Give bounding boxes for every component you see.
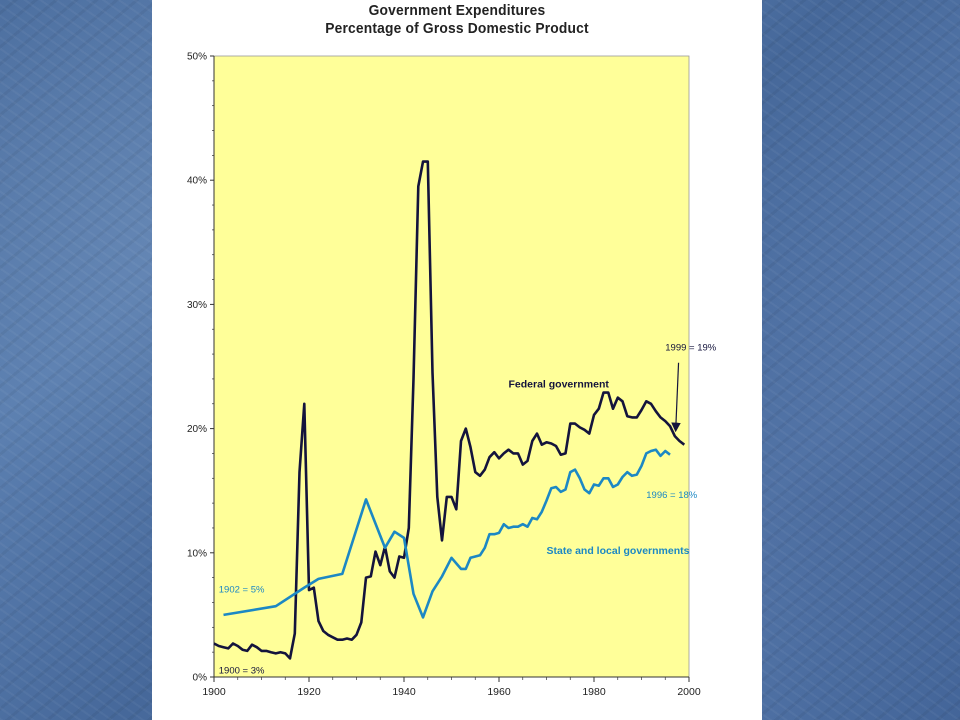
annotation-label: 1999 = 19% [665,342,717,353]
annotation-label: 1900 = 3% [219,665,265,676]
chart-title: Government Expenditures [368,2,546,19]
annotation-label: Federal government [509,379,610,391]
chart-subtitle: Percentage of Gross Domestic Product [325,20,589,37]
federal-government-line [213,160,686,660]
x-tick-label: 1980 [582,686,606,698]
x-tick-label: 1940 [392,686,416,698]
plot-area [213,55,690,678]
y-tick-label: 50% [187,52,207,63]
y-tick-label: 30% [187,300,207,311]
y-axis: 0% 10% 20% 30% 40% 50% [187,52,215,684]
x-tick-label: 1920 [297,686,321,698]
state-and-local-governments-line [223,448,671,619]
y-tick-label: 0% [193,673,208,684]
annotation-label: State and local governments [547,545,690,557]
annotation-arrow [671,362,681,433]
y-tick-label: 10% [187,548,207,559]
x-tick-label: 2000 [677,686,701,698]
annotation-label: 1996 = 18% [646,490,698,501]
chart-svg: 0% 10% 20% 30% 40% 50% 1900 1920 1940 1960 1980 20… [187,52,717,699]
slide-content-panel: Government Expenditures Percentage of Gr… [152,0,762,720]
x-tick-label: 1900 [202,686,226,698]
series-layer [213,160,686,660]
y-tick-label: 40% [187,176,207,187]
x-axis: 1900 1920 1940 1960 1980 2000 [202,676,701,698]
annotation-label: 1902 = 5% [219,585,265,596]
x-tick-label: 1960 [487,686,511,698]
y-tick-label: 20% [187,424,207,435]
annotation-layer: Federal government State and local govern… [219,342,717,676]
